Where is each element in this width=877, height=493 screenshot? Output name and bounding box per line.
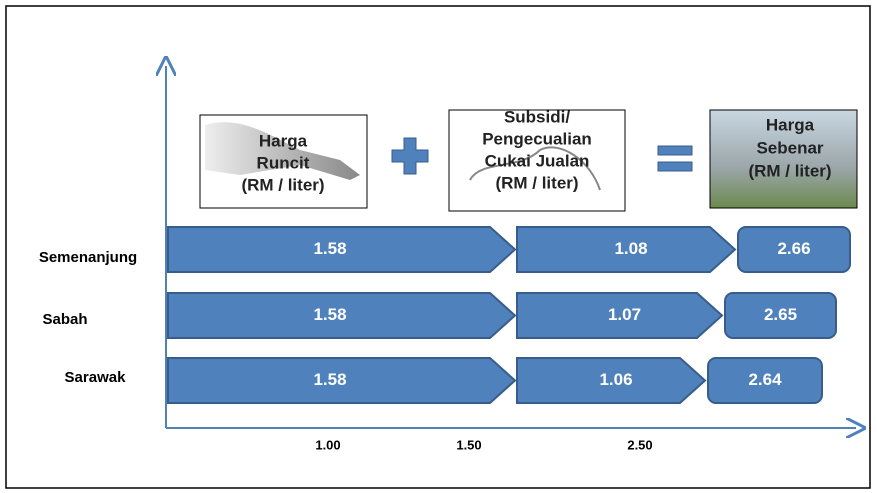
header-text: Subsidi/ (504, 107, 570, 126)
header-text: Cukai Jualan (485, 151, 590, 170)
header-box (709, 109, 858, 209)
value-label: 1.06 (599, 370, 632, 389)
subsidy-arrow (516, 357, 707, 404)
value-label: 2.65 (764, 305, 797, 324)
subsidy-arrow (516, 226, 737, 273)
header-text: (RM / liter) (241, 175, 324, 194)
subsidy-arrow (516, 292, 724, 339)
actual-box (724, 292, 837, 339)
value-label: 2.64 (748, 370, 782, 389)
row-label: Semenanjung (39, 249, 137, 266)
retail-arrow (167, 357, 517, 404)
equals-bar (657, 145, 693, 156)
header-box (448, 109, 626, 212)
smoke-image (469, 146, 601, 191)
frame (5, 5, 871, 489)
value-label: 1.58 (313, 370, 346, 389)
plus-sign (391, 137, 429, 175)
row-label: Sarawak (65, 369, 127, 386)
header-text: (RM / liter) (495, 173, 578, 192)
value-label: 1.07 (608, 305, 641, 324)
pump-image (205, 122, 360, 180)
header-text: Harga (259, 131, 308, 150)
value-label: 2.66 (777, 239, 810, 258)
header-text: Runcit (257, 153, 310, 172)
retail-arrow (167, 226, 517, 273)
header-text: Pengecualian (482, 129, 592, 148)
value-label: 1.58 (313, 239, 346, 258)
retail-arrow (167, 292, 517, 339)
axis-label: 2.50 (627, 437, 652, 452)
header-text: (RM / liter) (748, 161, 831, 180)
actual-box (707, 357, 823, 404)
axis-label: 1.50 (456, 437, 481, 452)
actual-box (737, 226, 851, 273)
header-text: Sebenar (756, 138, 823, 157)
row-label: Sabah (42, 311, 87, 328)
value-label: 1.08 (614, 239, 647, 258)
axis-label: 1.00 (315, 437, 340, 452)
equals-bar (657, 161, 693, 172)
value-label: 1.58 (313, 305, 346, 324)
header-text: Harga (766, 115, 815, 134)
